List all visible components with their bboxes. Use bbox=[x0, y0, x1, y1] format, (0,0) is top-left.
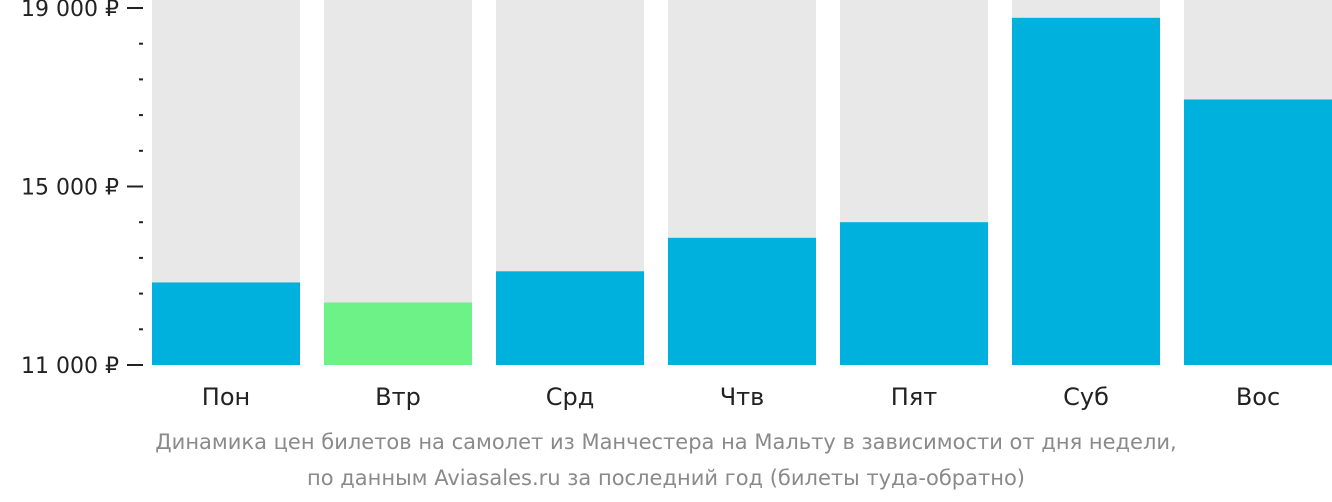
x-category-label: Вос bbox=[1236, 383, 1280, 411]
bar-5 bbox=[840, 222, 988, 365]
bar-3 bbox=[496, 271, 644, 365]
bar-6 bbox=[1012, 17, 1160, 365]
bars bbox=[152, 17, 1332, 365]
x-category-label: Суб bbox=[1063, 383, 1109, 411]
x-category-label: Втр bbox=[375, 383, 421, 411]
bar-1 bbox=[152, 282, 300, 365]
x-category-label: Срд bbox=[546, 383, 595, 411]
y-tick-label: 15 000 ₽ bbox=[21, 176, 119, 201]
chart-caption-line-1: Динамика цен билетов на самолет из Манче… bbox=[155, 430, 1177, 454]
x-category-label: Пон bbox=[202, 383, 250, 411]
category-labels: Пон Втр Срд Чтв Пят Суб Вос bbox=[202, 383, 1280, 411]
chart-caption-line-2: по данным Aviasales.ru за последний год … bbox=[307, 466, 1025, 490]
y-tick-label: 11 000 ₽ bbox=[21, 354, 119, 379]
y-tick-label: 19 000 ₽ bbox=[21, 0, 119, 22]
bar-chart: 11 000 ₽ 15 000 ₽ 19 000 ₽ Пон Втр Срд Чтв Пят… bbox=[21, 0, 1332, 411]
bar-7 bbox=[1184, 99, 1332, 365]
x-category-label: Чтв bbox=[720, 383, 765, 411]
y-axis: 11 000 ₽ 15 000 ₽ 19 000 ₽ bbox=[21, 0, 143, 379]
bar-2 bbox=[324, 302, 472, 365]
x-category-label: Пят bbox=[891, 383, 937, 411]
bar-4 bbox=[668, 237, 816, 365]
